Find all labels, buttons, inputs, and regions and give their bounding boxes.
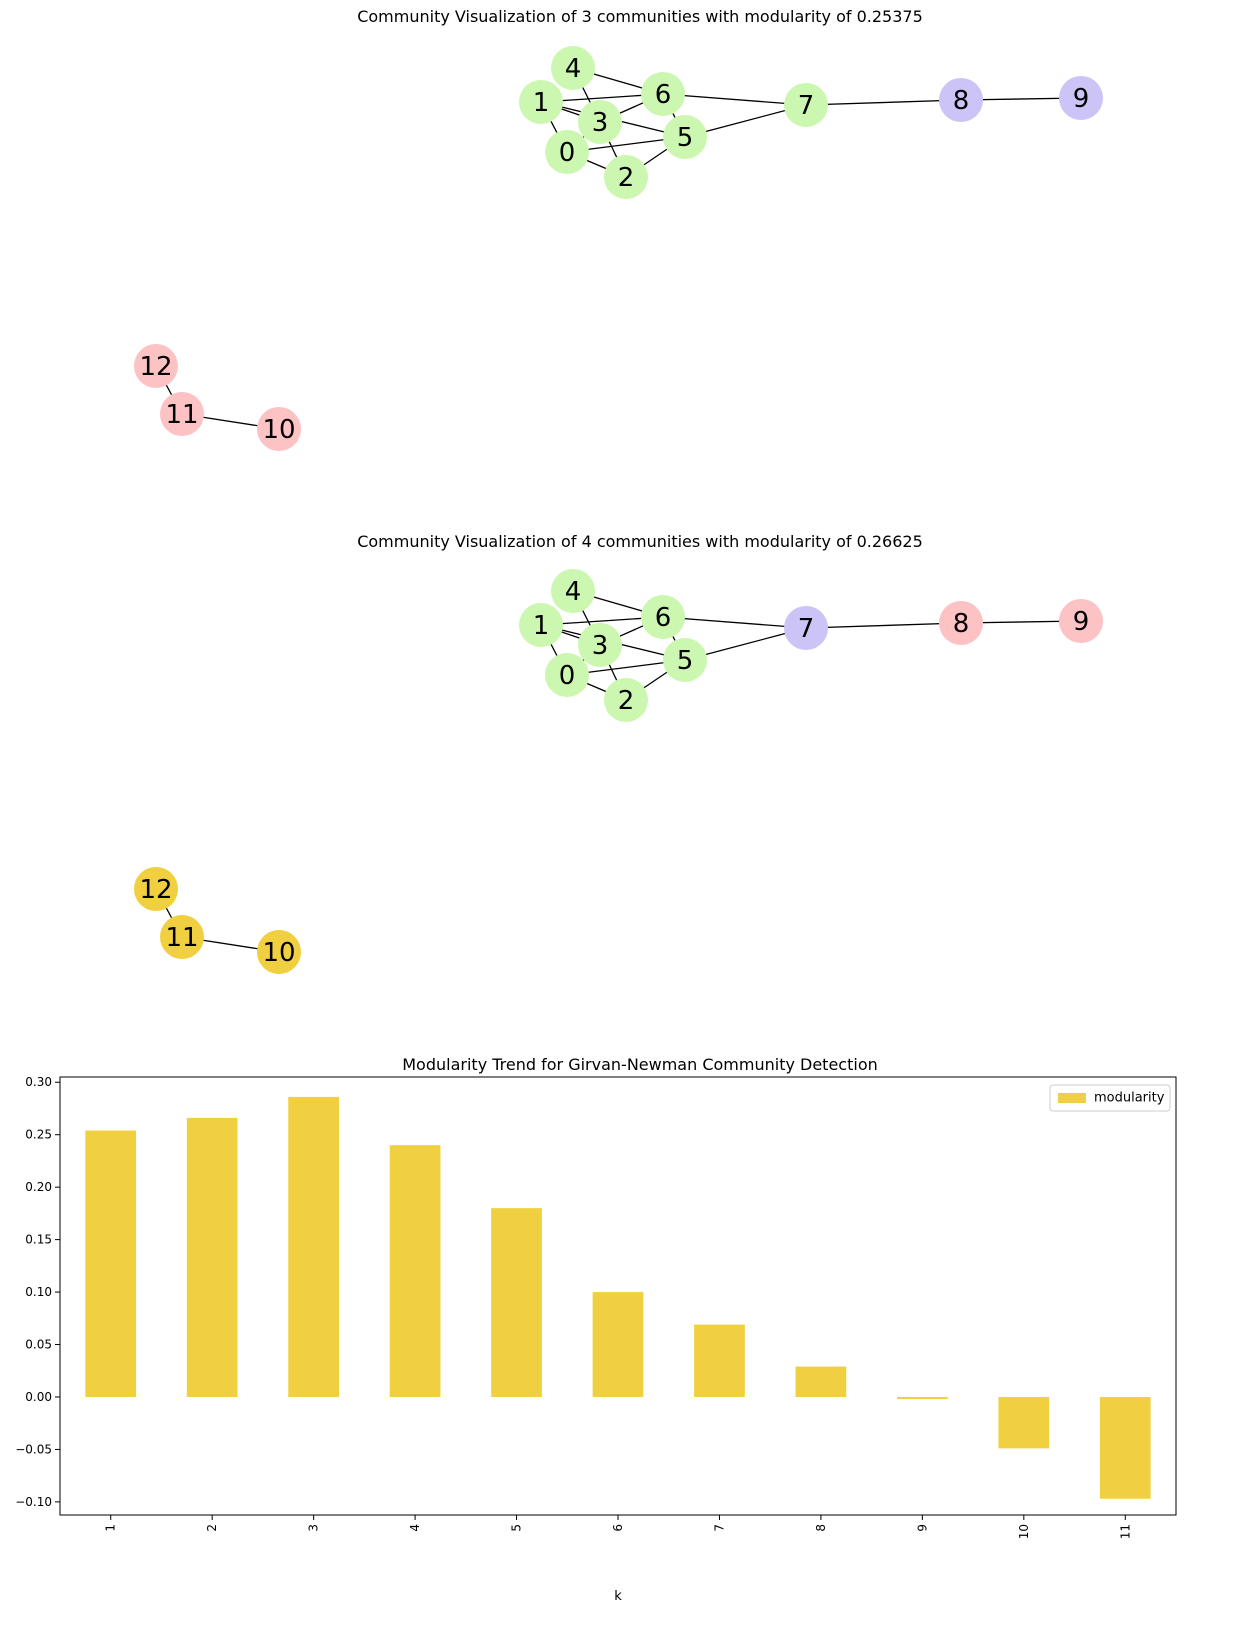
node-label-0: 0: [559, 661, 576, 691]
node-2: [604, 678, 648, 722]
edge-6-7: [662, 93, 807, 106]
y-tick-label: 0.15: [25, 1233, 52, 1247]
node-label-12: 12: [139, 352, 172, 382]
node-label-9: 9: [1073, 607, 1090, 637]
node-11: [160, 915, 204, 959]
node-label-10: 10: [262, 938, 295, 968]
node-label-4: 4: [565, 577, 582, 607]
node-10: [257, 930, 301, 974]
bar-k-4: [389, 1145, 441, 1397]
node-label-3: 3: [592, 108, 609, 138]
y-tick-label: 0.10: [25, 1285, 52, 1299]
node-5: [663, 115, 707, 159]
node-label-2: 2: [618, 163, 635, 193]
edge-6-7: [662, 616, 807, 629]
x-tick-label: 10: [1017, 1524, 1031, 1539]
node-6: [641, 595, 685, 639]
node-12: [134, 867, 178, 911]
x-tick-label: 8: [814, 1524, 828, 1532]
edge-7-8: [805, 622, 962, 629]
node-1: [519, 80, 563, 124]
node-label-0: 0: [559, 138, 576, 168]
node-label-5: 5: [677, 646, 694, 676]
node-1: [519, 603, 563, 647]
y-tick-label: 0.30: [25, 1075, 52, 1089]
x-tick-label: 11: [1118, 1524, 1132, 1539]
x-tick-label: 6: [611, 1524, 625, 1532]
bar-k-9: [897, 1396, 948, 1400]
x-tick-label: 1: [104, 1524, 118, 1532]
node-6: [641, 72, 685, 116]
node-label-8: 8: [953, 609, 970, 639]
node-label-10: 10: [262, 415, 295, 445]
node-3: [578, 623, 622, 667]
node-label-5: 5: [677, 123, 694, 153]
node-11: [160, 392, 204, 436]
x-axis-label: k: [614, 1589, 622, 1604]
node-4: [551, 569, 595, 613]
bar-k-2: [186, 1117, 238, 1397]
legend-box: [1049, 1084, 1171, 1112]
edge-7-8: [805, 99, 962, 106]
node-4: [551, 46, 595, 90]
node-label-8: 8: [953, 86, 970, 116]
legend-label: modularity: [1094, 1091, 1165, 1106]
y-tick-label: 0.25: [25, 1128, 52, 1142]
node-label-2: 2: [618, 686, 635, 716]
bar-k-1: [85, 1130, 137, 1397]
x-tick-label: 7: [712, 1524, 726, 1532]
node-label-1: 1: [533, 611, 550, 641]
node-label-9: 9: [1073, 84, 1090, 114]
node-label-6: 6: [655, 80, 672, 110]
node-label-11: 11: [165, 400, 198, 430]
bar-k-6: [592, 1292, 644, 1397]
node-label-11: 11: [165, 923, 198, 953]
node-7: [784, 83, 828, 127]
node-label-12: 12: [139, 875, 172, 905]
x-tick-label: 9: [915, 1524, 929, 1532]
node-label-4: 4: [565, 54, 582, 84]
y-tick-label: −0.10: [15, 1495, 52, 1509]
node-2: [604, 155, 648, 199]
y-tick-label: 0.20: [25, 1180, 52, 1194]
y-tick-label: 0.00: [25, 1390, 52, 1404]
bar-chart: −0.10 −0.05 0.00 0.05 0.10 0.15 0.20 0.25 0.30 1 2…: [15, 1075, 1177, 1604]
node-label-1: 1: [533, 88, 550, 118]
node-0: [545, 130, 589, 174]
bar-chart-title: Modularity Trend for Girvan-Newman Commu…: [402, 1055, 878, 1074]
node-7: [784, 606, 828, 650]
bar-k-3: [288, 1096, 339, 1397]
legend: modularity: [1049, 1084, 1171, 1112]
node-10: [257, 407, 301, 451]
legend-swatch: [1058, 1093, 1086, 1103]
network-2-title: Community Visualization of 4 communities…: [357, 532, 923, 551]
node-8: [939, 601, 983, 645]
node-5: [663, 638, 707, 682]
x-tick-label: 4: [408, 1524, 422, 1532]
bar-k-7: [694, 1324, 745, 1397]
node-12: [134, 344, 178, 388]
network-1-title: Community Visualization of 3 communities…: [357, 7, 923, 26]
node-3: [578, 100, 622, 144]
node-label-7: 7: [798, 91, 815, 121]
x-tick-label: 3: [307, 1524, 321, 1532]
node-9: [1059, 599, 1103, 643]
node-label-6: 6: [655, 603, 672, 633]
bar-k-8: [795, 1366, 847, 1397]
node-label-3: 3: [592, 631, 609, 661]
y-tick-label: 0.05: [25, 1338, 52, 1352]
bar-k-5: [491, 1208, 542, 1397]
node-8: [939, 78, 983, 122]
bar-k-11: [1099, 1396, 1151, 1499]
y-tick-label: −0.05: [15, 1442, 52, 1456]
x-tick-label: 2: [205, 1524, 219, 1532]
node-9: [1059, 76, 1103, 120]
bar-k-10: [998, 1396, 1050, 1449]
x-tick-label: 5: [510, 1524, 524, 1532]
node-0: [545, 653, 589, 697]
node-label-7: 7: [798, 614, 815, 644]
